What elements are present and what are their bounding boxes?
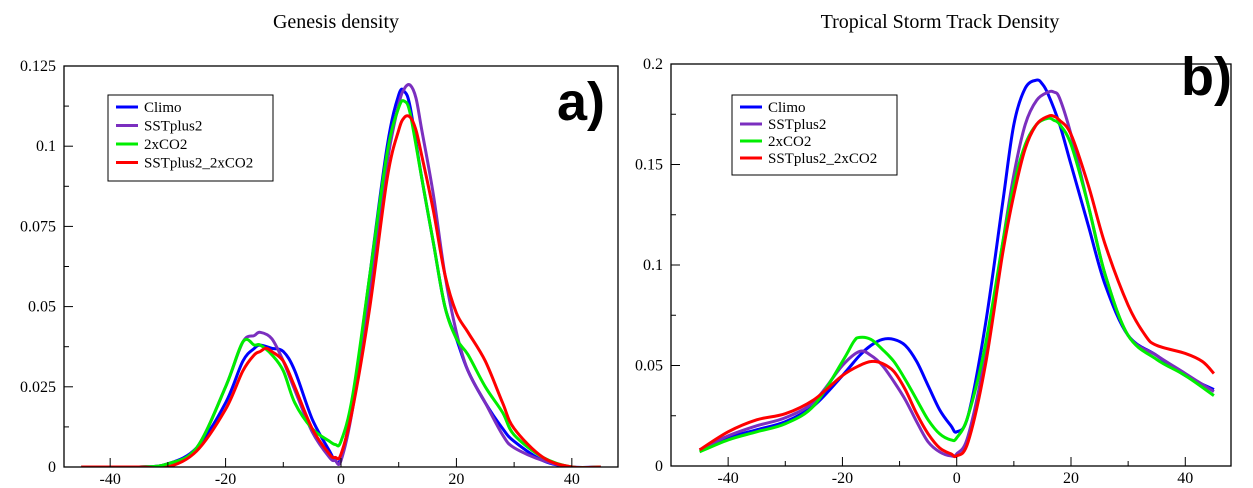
y-tick-label: 0.05 — [635, 358, 663, 375]
legend: Climo SSTplus2 2xCO2 SSTplus2_2xCO2 — [107, 94, 274, 182]
legend-label: Climo — [144, 100, 182, 116]
x-tick-label: -20 — [215, 471, 236, 488]
x-tick-label: 0 — [337, 471, 345, 488]
y-tick-label: 0.2 — [643, 56, 663, 73]
chart-title: Tropical Storm Track Density — [821, 11, 1060, 33]
y-tick-label: 0.15 — [635, 157, 663, 174]
legend-label: SSTplus2_2xCO2 — [768, 151, 877, 167]
legend-label: Climo — [768, 100, 806, 116]
x-tick-label: 0 — [953, 470, 961, 487]
x-tick-label: -20 — [832, 470, 853, 487]
series-line-2xco2 — [699, 116, 1215, 454]
y-tick-label: 0.075 — [20, 218, 56, 235]
y-tick-label: 0.1 — [36, 138, 56, 155]
x-tick-label: 40 — [1177, 470, 1193, 487]
panel-label: a) — [557, 72, 605, 132]
series-line-2xco2 — [81, 99, 601, 467]
legend-label: SSTplus2 — [768, 117, 826, 133]
y-tick-label: 0.125 — [20, 58, 56, 75]
chart-panel-a: Genesis density -40 -20 0 20 40 0 0.025 0.05 0.0… — [20, 11, 619, 488]
y-tick-label: 0.05 — [28, 299, 56, 316]
legend-label: 2xCO2 — [768, 134, 811, 150]
x-tick-label: 20 — [1063, 470, 1079, 487]
y-tick-label: 0.1 — [643, 257, 663, 274]
series-line-sstplus2-2xco2 — [698, 114, 1216, 459]
series-line-sstplus2 — [81, 83, 601, 467]
chart-panel-b: Tropical Storm Track Density -40 -20 0 20 40… — [635, 11, 1232, 487]
x-tick-label: -40 — [717, 470, 738, 487]
legend-label: SSTplus2_2xCO2 — [144, 156, 253, 172]
series-line-sstplus2-2xco2 — [81, 114, 601, 467]
chart-title: Genesis density — [273, 11, 399, 33]
x-tick-label: 20 — [448, 471, 464, 488]
y-tick-label: 0 — [655, 458, 663, 475]
y-tick-label: 0.025 — [20, 379, 56, 396]
x-tick-label: 40 — [564, 471, 580, 488]
legend-box — [107, 94, 274, 182]
y-tick-label: 0 — [48, 459, 56, 476]
panel-label: b) — [1181, 47, 1232, 107]
x-tick-label: -40 — [100, 471, 121, 488]
legend-label: SSTplus2 — [144, 119, 202, 135]
legend-label: 2xCO2 — [144, 137, 187, 153]
